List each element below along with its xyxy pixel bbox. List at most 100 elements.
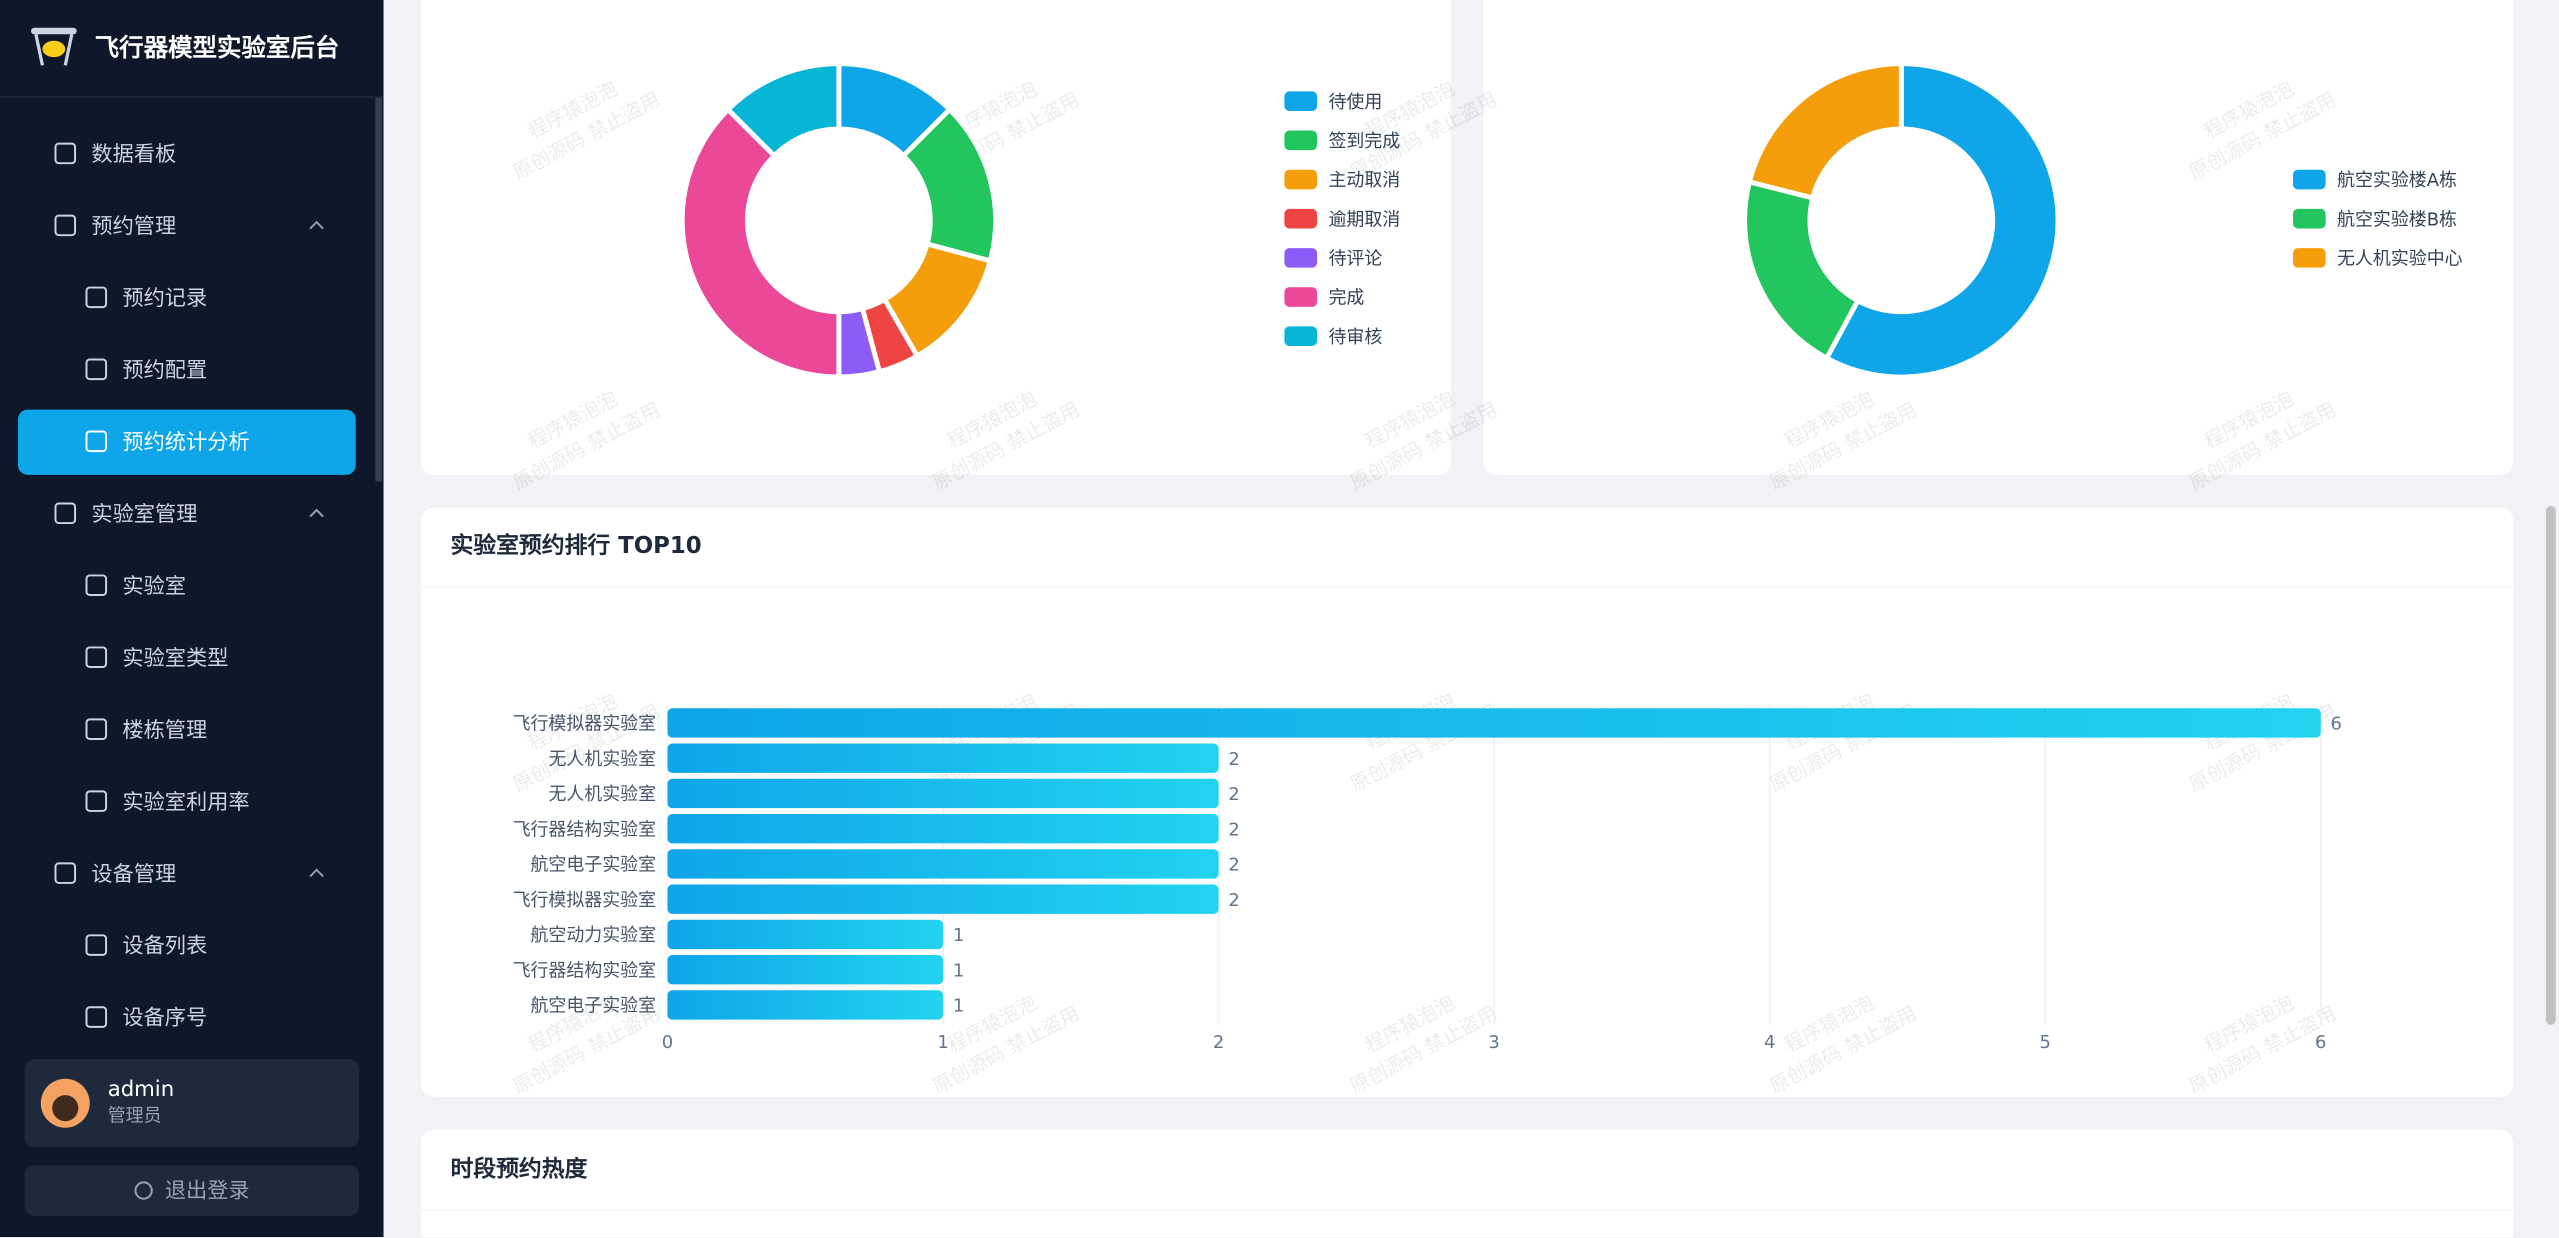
chevron	[309, 220, 324, 230]
menu-icon	[54, 214, 77, 237]
menu-item[interactable]: 楼栋管理	[122, 718, 207, 743]
value-label: 2	[1228, 749, 1239, 770]
bar	[667, 708, 2321, 738]
legend-swatch	[1284, 130, 1318, 151]
menu-icon	[85, 934, 108, 956]
value-label: 6	[2331, 714, 2342, 735]
value-label: 2	[1228, 890, 1239, 911]
x-tick-label: 1	[937, 1032, 948, 1053]
bar	[667, 884, 1219, 914]
menu-item[interactable]: 实验室类型	[122, 646, 228, 671]
y-tick-label: 航空电子实验室	[531, 855, 657, 876]
y-tick-label: 航空动力实验室	[531, 925, 657, 946]
menu-icon	[85, 430, 108, 453]
y-tick-label: 航空电子实验室	[531, 996, 657, 1017]
bar	[667, 814, 1219, 844]
card	[421, 507, 2514, 1097]
menu-icon	[54, 862, 77, 884]
bar	[667, 743, 1219, 773]
sidebar	[0, 0, 384, 1238]
card-title: 时段预约热度	[450, 1156, 587, 1183]
menu-icon	[85, 718, 108, 740]
legend-label: 无人机实验中心	[2337, 248, 2463, 269]
legend-swatch	[1284, 326, 1318, 346]
chevron	[309, 868, 324, 878]
legend-swatch	[2292, 169, 2326, 190]
legend-label: 完成	[1328, 288, 1364, 309]
menu-item[interactable]: 实验室利用率	[122, 790, 249, 815]
logout-icon	[134, 1181, 153, 1200]
menu-icon	[54, 142, 77, 165]
x-tick-label: 6	[2315, 1032, 2326, 1053]
menu-item[interactable]: 预约管理	[91, 214, 176, 239]
legend-label: 逾期取消	[1328, 209, 1400, 230]
bar	[667, 919, 944, 950]
legend-label: 航空实验楼A栋	[2337, 170, 2457, 191]
menu-item[interactable]: 实验室管理	[91, 502, 197, 527]
card	[421, 1129, 2514, 1238]
chevron	[309, 508, 324, 518]
user-role: 管理员	[108, 1105, 162, 1126]
menu-icon	[85, 358, 108, 381]
menu-icon	[85, 286, 108, 309]
legend-label: 签到完成	[1328, 131, 1400, 152]
value-label: 1	[953, 925, 964, 946]
card-title: 实验室预约排行 TOP10	[450, 532, 701, 559]
x-tick-label: 0	[662, 1032, 673, 1053]
bar	[667, 849, 1219, 879]
menu-item[interactable]: 预约记录	[122, 286, 207, 311]
legend-swatch	[1284, 287, 1318, 307]
y-tick-label: 飞行模拟器实验室	[513, 714, 657, 735]
logout-label[interactable]: 退出登录	[165, 1178, 250, 1203]
page-scrollbar	[2545, 505, 2556, 1025]
logo	[31, 27, 77, 66]
user-name: admin	[108, 1077, 174, 1102]
menu-item[interactable]: 设备列表	[122, 934, 207, 959]
legend-label: 待使用	[1328, 92, 1382, 113]
pie-slice	[1824, 61, 2061, 380]
legend-swatch	[2292, 208, 2326, 229]
value-label: 1	[953, 996, 964, 1017]
menu-item[interactable]: 预约配置	[122, 358, 207, 383]
x-tick-label: 4	[1764, 1032, 1775, 1053]
menu-item[interactable]: 设备序号	[122, 1006, 207, 1031]
pie-slice	[1746, 61, 1904, 201]
menu-icon	[85, 1006, 108, 1028]
value-label: 2	[1228, 819, 1239, 840]
menu-item[interactable]: 设备管理	[91, 862, 176, 887]
sidebar-scrollbar	[375, 97, 382, 482]
legend-swatch	[1284, 91, 1318, 111]
legend-swatch	[1284, 208, 1318, 229]
x-tick-label: 2	[1213, 1032, 1224, 1053]
legend-swatch	[2292, 248, 2326, 268]
menu-icon	[54, 502, 77, 525]
legend-swatch	[1284, 248, 1318, 268]
legend-label: 主动取消	[1328, 170, 1400, 191]
menu-item[interactable]: 预约统计分析	[122, 430, 249, 455]
x-tick-label: 5	[2039, 1032, 2050, 1053]
bar	[667, 955, 944, 985]
y-tick-label: 飞行器结构实验室	[513, 960, 657, 981]
x-tick-label: 3	[1488, 1032, 1499, 1053]
menu-icon	[85, 646, 108, 668]
legend-swatch	[1284, 169, 1318, 190]
bar	[667, 778, 1219, 809]
y-tick-label: 飞行模拟器实验室	[513, 890, 657, 911]
value-label: 2	[1228, 855, 1239, 876]
y-tick-label: 无人机实验室	[548, 749, 656, 770]
menu-item[interactable]: 数据看板	[91, 142, 176, 167]
menu-item[interactable]: 实验室	[122, 574, 186, 599]
legend-label: 航空实验楼B栋	[2337, 209, 2457, 230]
app-title: 飞行器模型实验室后台	[95, 33, 340, 62]
avatar-face	[52, 1095, 79, 1122]
legend-label: 待评论	[1328, 248, 1382, 269]
active-menu-bg	[17, 409, 356, 475]
value-label: 2	[1228, 784, 1239, 805]
logout-button[interactable]	[24, 1165, 360, 1216]
value-label: 1	[953, 960, 964, 981]
y-tick-label: 飞行器结构实验室	[513, 819, 657, 840]
bar	[667, 990, 944, 1020]
